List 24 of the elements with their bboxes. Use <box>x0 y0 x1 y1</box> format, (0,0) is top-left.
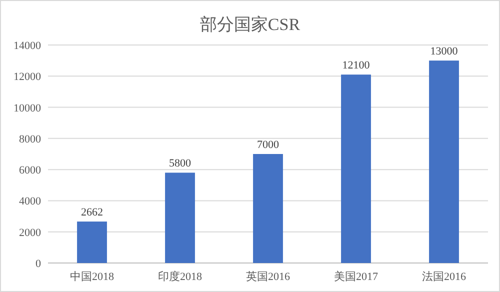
x-tick-label: 中国2018 <box>70 270 114 283</box>
x-tick-label: 法国2016 <box>422 270 466 283</box>
y-tick-label: 6000 <box>19 164 42 177</box>
data-label: 2662 <box>81 206 103 219</box>
y-tick-label: 10000 <box>14 102 42 114</box>
data-label: 5800 <box>169 158 192 170</box>
x-tick-label: 美国2017 <box>334 270 378 283</box>
x-tick-label: 印度2018 <box>158 270 202 283</box>
y-tick-label: 8000 <box>19 133 42 146</box>
y-tick-label: 14000 <box>14 40 42 52</box>
x-tick-label: 英国2016 <box>246 270 290 283</box>
bar <box>77 222 107 263</box>
y-tick-label: 2000 <box>19 226 42 239</box>
y-tick-label: 12000 <box>14 71 42 84</box>
data-label: 7000 <box>257 139 280 151</box>
data-label: 13000 <box>430 46 458 58</box>
chart-title: 部分国家CSR <box>200 15 301 34</box>
data-label: 12100 <box>342 60 370 72</box>
y-tick-label: 4000 <box>19 196 42 208</box>
bar <box>253 154 283 263</box>
y-tick-label: 0 <box>36 258 42 270</box>
bar <box>341 74 371 263</box>
bar <box>429 60 459 263</box>
bar <box>165 172 195 263</box>
